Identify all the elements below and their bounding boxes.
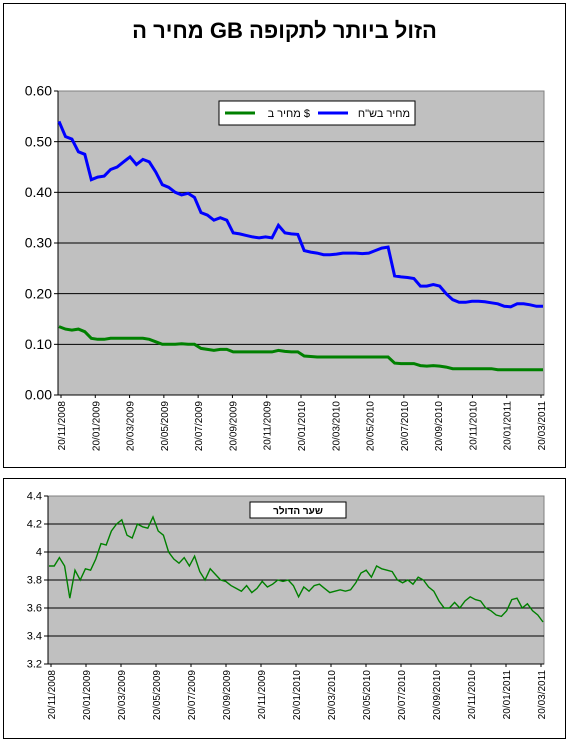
y-tick-label: 3.8 (27, 575, 42, 587)
y-tick-label: 4.4 (27, 491, 42, 503)
y-tick-label: 0.50 (25, 133, 52, 149)
y-tick-label: 0.00 (25, 387, 52, 403)
x-tick-label: 20/09/2009 (222, 670, 233, 720)
x-tick-label: 20/01/2010 (297, 401, 308, 451)
x-tick-label: 20/05/2009 (160, 401, 171, 451)
y-tick-label: 0.30 (25, 235, 52, 251)
x-tick-label: 20/07/2009 (187, 670, 198, 720)
y-tick-label: 3.6 (27, 603, 42, 615)
x-tick-label: 20/01/2011 (503, 401, 514, 451)
y-tick-label: 4 (36, 547, 42, 559)
x-tick-label: 20/01/2009 (82, 670, 93, 720)
x-tick-label: 20/03/2011 (537, 670, 548, 720)
legend-label-nis: מחיר בש"ח (358, 108, 410, 120)
y-tick-label: 0.60 (25, 83, 52, 99)
x-tick-label: 20/11/2009 (263, 401, 274, 451)
x-tick-label: 20/03/2009 (126, 401, 137, 451)
series-line (58, 325, 543, 372)
x-tick-label: 20/11/2008 (47, 670, 58, 720)
x-tick-label: 20/03/2009 (117, 670, 128, 720)
x-tick-label: 20/01/2009 (91, 401, 102, 451)
series-line (49, 515, 544, 623)
x-tick-label: 20/09/2010 (434, 401, 445, 451)
x-tick-label: 20/09/2010 (432, 670, 443, 720)
x-tick-label: 20/03/2010 (331, 401, 342, 451)
y-tick-label: 0.20 (25, 285, 52, 301)
x-tick-label: 20/03/2010 (327, 670, 338, 720)
chart-title: מחיר ה GB הזול ביותר לתקופה (132, 18, 437, 43)
x-tick-label: 20/11/2009 (257, 670, 268, 720)
x-tick-label: 20/11/2010 (468, 401, 479, 451)
x-tick-label: 20/01/2011 (502, 670, 513, 720)
x-tick-label: 20/05/2009 (152, 670, 163, 720)
x-tick-label: 20/07/2010 (400, 401, 411, 451)
y-tick-label: 0.40 (25, 184, 52, 200)
legend-box-dollar (249, 501, 347, 519)
x-tick-label: 20/03/2011 (537, 401, 548, 451)
y-tick-label: 0.10 (25, 336, 52, 352)
x-tick-label: 20/09/2009 (228, 401, 239, 451)
y-tick-label: 3.4 (27, 631, 42, 643)
x-tick-label: 20/05/2010 (362, 670, 373, 720)
legend-label-dollar: שער הדולר (273, 505, 323, 517)
x-tick-label: 20/07/2010 (397, 670, 408, 720)
x-tick-label: 20/11/2010 (467, 670, 478, 720)
x-tick-label: 20/07/2009 (194, 401, 205, 451)
y-tick-label: 3.2 (27, 659, 42, 671)
series-line (57, 120, 543, 309)
x-tick-label: 20/05/2010 (366, 401, 377, 451)
y-tick-label: 4.2 (27, 519, 42, 531)
x-tick-label: 20/11/2008 (57, 401, 68, 451)
x-tick-label: 20/01/2010 (292, 670, 303, 720)
legend-label-usd: מחיר ב $ (268, 108, 310, 120)
